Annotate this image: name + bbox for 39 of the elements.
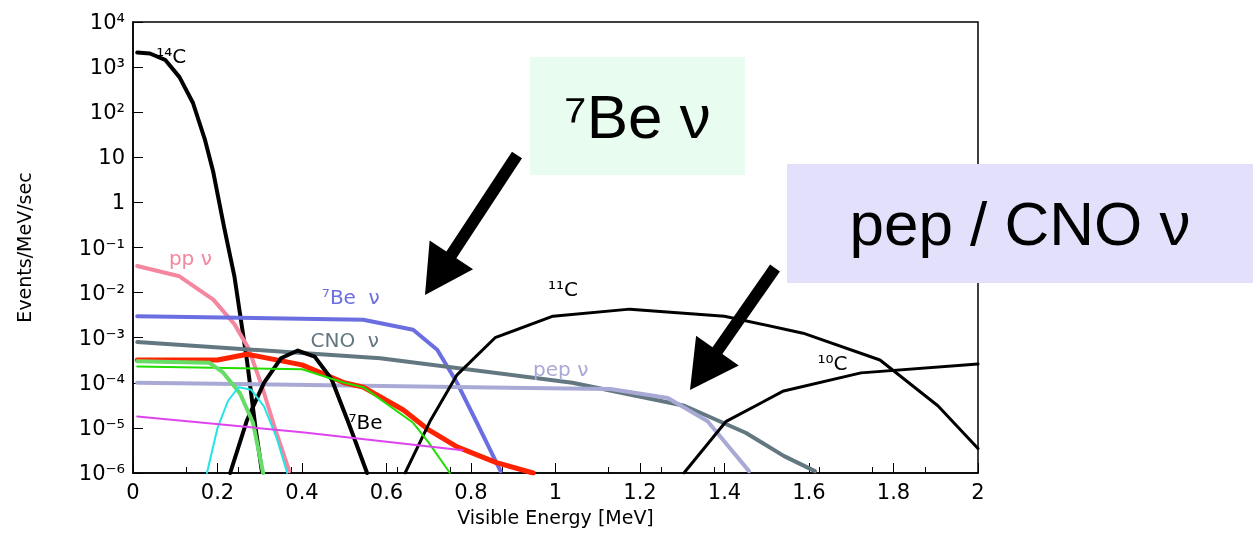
- x-tick-label: 0: [126, 479, 140, 504]
- y-tick-label: 10²: [89, 100, 125, 125]
- y-tick-label: 10⁻⁴: [78, 370, 125, 395]
- y-tick-label: 10³: [89, 55, 125, 80]
- x-tick-label: 1.4: [707, 479, 742, 504]
- series-label: ¹¹C: [547, 277, 578, 302]
- x-tick-label: 1.8: [876, 479, 911, 504]
- y-tick-label: 1: [111, 190, 125, 215]
- line-series: [135, 359, 266, 475]
- annotation: ⁷Be ν: [530, 57, 745, 175]
- series-label: ¹⁰C: [817, 350, 848, 375]
- annotation: pep / CNO ν: [787, 164, 1253, 283]
- series-label: ¹⁴C: [156, 43, 187, 68]
- y-axis-title: Events/MeV/sec: [12, 172, 35, 323]
- y-tick-label: 10⁻³: [78, 325, 125, 350]
- x-tick-label: 1: [548, 479, 563, 504]
- x-tick-label: 0.6: [369, 479, 404, 504]
- x-tick-label: 0.4: [285, 479, 319, 504]
- y-tick-label: 10⁴: [89, 10, 125, 34]
- series-label: ⁷Be ν: [321, 285, 380, 310]
- series-label: pp ν: [168, 245, 212, 270]
- x-tick-label: 1.6: [792, 479, 826, 504]
- line-series: [136, 365, 451, 474]
- series-label: pep ν: [533, 357, 589, 382]
- y-tick-label: 10⁻²: [78, 280, 125, 305]
- y-tick-label: 10⁻⁶: [78, 461, 125, 485]
- y-tick-label: 10⁻⁵: [78, 415, 125, 440]
- y-tick-label: 10⁻¹: [78, 235, 125, 260]
- x-axis-title: Visible Energy [MeV]: [457, 505, 654, 528]
- line-series: [135, 314, 503, 474]
- x-tick-label: 0.2: [200, 479, 235, 504]
- x-tick-label: 2: [971, 479, 985, 504]
- x-tick-label: 1.2: [623, 479, 657, 504]
- x-tick-label: 0.8: [454, 479, 488, 504]
- y-tick-label: 10: [98, 145, 125, 170]
- line-series: [205, 386, 289, 474]
- line-series: [135, 380, 752, 474]
- series-label: CNO ν: [310, 327, 380, 352]
- series-label: ⁷Be: [348, 410, 383, 435]
